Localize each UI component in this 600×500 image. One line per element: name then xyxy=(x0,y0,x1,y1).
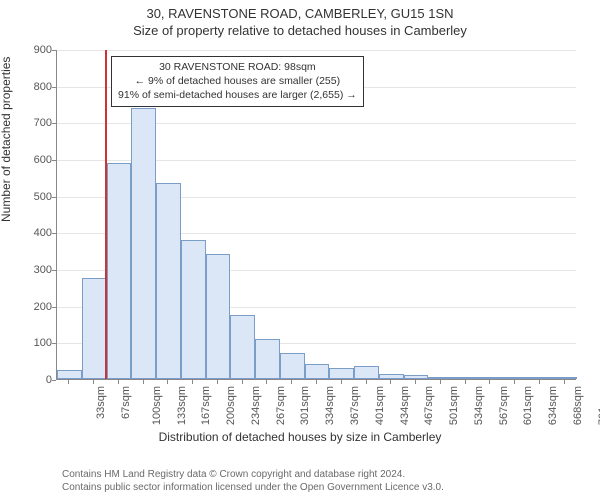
x-tick-label: 200sqm xyxy=(225,386,237,425)
x-tick-label: 567sqm xyxy=(498,386,510,425)
histogram-bar xyxy=(57,370,82,379)
y-tick-mark xyxy=(52,233,56,234)
histogram-bar xyxy=(354,366,379,379)
y-tick-label: 100 xyxy=(8,337,52,349)
y-tick-label: 300 xyxy=(8,264,52,276)
x-tick-label: 601sqm xyxy=(522,386,534,425)
histogram-bar xyxy=(379,374,404,380)
x-tick-label: 668sqm xyxy=(572,386,584,425)
histogram-bar xyxy=(503,377,528,379)
y-tick-mark xyxy=(52,197,56,198)
title-subtitle: Size of property relative to detached ho… xyxy=(0,23,600,38)
x-tick-label: 301sqm xyxy=(300,386,312,425)
x-tick-label: 634sqm xyxy=(547,386,559,425)
y-tick-label: 900 xyxy=(8,44,52,56)
y-tick-label: 800 xyxy=(8,81,52,93)
x-tick-mark xyxy=(242,380,243,384)
footer-line-2: Contains public sector information licen… xyxy=(62,481,444,494)
histogram-bar xyxy=(82,278,107,379)
y-tick-label: 400 xyxy=(8,227,52,239)
gridline xyxy=(57,50,576,51)
chart-titles: 30, RAVENSTONE ROAD, CAMBERLEY, GU15 1SN… xyxy=(0,0,600,38)
x-tick-mark xyxy=(68,380,69,384)
x-tick-mark xyxy=(465,380,466,384)
x-tick-mark xyxy=(415,380,416,384)
x-tick-mark xyxy=(192,380,193,384)
title-address: 30, RAVENSTONE ROAD, CAMBERLEY, GU15 1SN xyxy=(0,6,600,21)
plot-wrap: 30 RAVENSTONE ROAD: 98sqm← 9% of detache… xyxy=(0,38,600,448)
x-tick-label: 167sqm xyxy=(201,386,213,425)
y-tick-mark xyxy=(52,380,56,381)
x-axis-label: Distribution of detached houses by size … xyxy=(0,430,600,444)
plot-area: 30 RAVENSTONE ROAD: 98sqm← 9% of detache… xyxy=(56,50,576,380)
y-tick-mark xyxy=(52,270,56,271)
y-tick-mark xyxy=(52,87,56,88)
x-tick-mark xyxy=(118,380,119,384)
x-tick-label: 33sqm xyxy=(95,386,107,419)
y-tick-label: 700 xyxy=(8,117,52,129)
histogram-bar xyxy=(131,108,156,379)
x-tick-mark xyxy=(539,380,540,384)
x-tick-label: 534sqm xyxy=(473,386,485,425)
annotation-line-1: 30 RAVENSTONE ROAD: 98sqm xyxy=(118,60,357,74)
x-tick-label: 133sqm xyxy=(176,386,188,425)
histogram-bar xyxy=(230,315,255,379)
x-tick-label: 434sqm xyxy=(399,386,411,425)
y-tick-label: 500 xyxy=(8,191,52,203)
y-tick-mark xyxy=(52,307,56,308)
y-tick-label: 0 xyxy=(8,374,52,386)
x-tick-label: 467sqm xyxy=(423,386,435,425)
x-tick-mark xyxy=(143,380,144,384)
x-tick-label: 234sqm xyxy=(250,386,262,425)
histogram-bar xyxy=(428,377,453,379)
histogram-bar xyxy=(404,375,429,379)
histogram-bar xyxy=(478,377,503,379)
reference-line xyxy=(105,50,107,379)
x-tick-label: 334sqm xyxy=(324,386,336,425)
footer-line-1: Contains HM Land Registry data © Crown c… xyxy=(62,468,444,481)
y-tick-label: 600 xyxy=(8,154,52,166)
histogram-bar xyxy=(107,163,132,379)
x-tick-mark xyxy=(291,380,292,384)
reference-annotation: 30 RAVENSTONE ROAD: 98sqm← 9% of detache… xyxy=(111,56,364,107)
x-tick-mark xyxy=(316,380,317,384)
x-tick-label: 401sqm xyxy=(374,386,386,425)
footer: Contains HM Land Registry data © Crown c… xyxy=(62,468,444,494)
x-tick-mark xyxy=(564,380,565,384)
histogram-bar xyxy=(453,377,478,379)
x-tick-mark xyxy=(489,380,490,384)
x-tick-mark xyxy=(440,380,441,384)
histogram-bar xyxy=(255,339,280,379)
annotation-line-3: 91% of semi-detached houses are larger (… xyxy=(118,88,357,102)
histogram-bar xyxy=(280,353,305,379)
histogram-bar xyxy=(305,364,330,379)
x-tick-label: 100sqm xyxy=(151,386,163,425)
y-tick-mark xyxy=(52,123,56,124)
histogram-bar xyxy=(156,183,181,379)
x-tick-mark xyxy=(266,380,267,384)
x-tick-mark xyxy=(217,380,218,384)
histogram-bar xyxy=(206,254,231,379)
x-tick-label: 67sqm xyxy=(120,386,132,419)
x-tick-label: 267sqm xyxy=(275,386,287,425)
histogram-bar xyxy=(181,240,206,379)
x-tick-mark xyxy=(93,380,94,384)
x-tick-mark xyxy=(341,380,342,384)
y-tick-mark xyxy=(52,160,56,161)
x-tick-mark xyxy=(514,380,515,384)
y-tick-mark xyxy=(52,343,56,344)
histogram-bar xyxy=(329,368,354,379)
y-tick-label: 200 xyxy=(8,301,52,313)
x-tick-mark xyxy=(390,380,391,384)
annotation-line-2: ← 9% of detached houses are smaller (255… xyxy=(118,74,357,88)
histogram-bar xyxy=(527,377,552,379)
y-tick-mark xyxy=(52,50,56,51)
histogram-bar xyxy=(552,377,577,379)
x-tick-mark xyxy=(366,380,367,384)
x-tick-label: 367sqm xyxy=(349,386,361,425)
x-tick-label: 501sqm xyxy=(448,386,460,425)
x-tick-mark xyxy=(167,380,168,384)
